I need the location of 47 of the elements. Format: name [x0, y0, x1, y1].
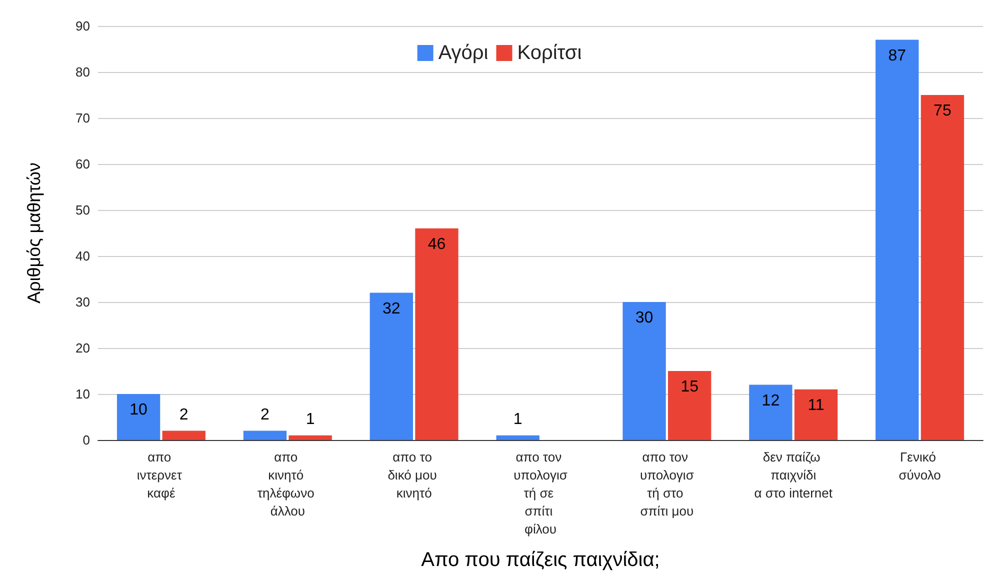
data-label: 30 — [635, 310, 654, 326]
x-tick-label: απο κινητό τηλέφωνο άλλου — [257, 450, 318, 518]
bar — [496, 435, 540, 440]
bar — [415, 228, 458, 440]
bar — [116, 394, 160, 440]
bar — [668, 371, 712, 440]
y-axis-title: Αριθμός μαθητών — [24, 162, 44, 304]
data-label: 2 — [179, 406, 188, 424]
data-label: 12 — [762, 392, 780, 410]
y-tick-label: 70 — [76, 110, 90, 126]
y-tick-label: 30 — [76, 294, 90, 310]
data-label: 11 — [808, 396, 824, 414]
bar — [876, 40, 919, 440]
y-tick-label: 40 — [76, 248, 90, 264]
y-tick-label: 20 — [76, 340, 90, 356]
data-label: 10 — [130, 402, 148, 418]
x-tick-label: απο το δικό μου κινητό — [388, 450, 440, 500]
y-tick-label: 0 — [82, 432, 90, 448]
bar — [920, 95, 964, 440]
x-tick-label: δεν παίζω παιχνίδια στο internet — [754, 450, 833, 500]
x-axis-title: Απο που παίζεις παιχνίδια; — [421, 549, 660, 571]
data-label: 32 — [382, 300, 400, 318]
bar — [622, 302, 666, 440]
x-tick-label: Γενικό σύνολο — [898, 450, 941, 482]
y-tick-label: 50 — [76, 202, 90, 218]
data-label: 15 — [680, 378, 699, 396]
bar — [243, 430, 287, 440]
legend-label: Αγόρι — [438, 42, 488, 64]
data-label: 87 — [888, 47, 906, 64]
bar — [794, 389, 838, 440]
data-label: 46 — [428, 236, 446, 253]
data-label: 1 — [306, 410, 315, 428]
data-label: 1 — [513, 410, 522, 428]
y-tick-label: 10 — [76, 386, 90, 402]
data-label: 2 — [260, 406, 270, 424]
x-tick-label: απο τον υπολογιστή σε σπίτι φίλου — [514, 450, 568, 536]
data-label: 75 — [934, 102, 952, 120]
bar — [749, 384, 792, 440]
y-tick-label: 90 — [76, 18, 90, 34]
x-tick-label: απο τον υπολογιστή στο σπίτι μου — [640, 450, 694, 518]
bar — [288, 435, 332, 440]
legend-label: Κορίτσι — [517, 42, 582, 64]
x-tick-label: απο ιντερνετ καφέ — [136, 450, 186, 500]
y-tick-label: 60 — [76, 156, 90, 172]
bar — [162, 430, 206, 440]
y-tick-label: 80 — [76, 64, 90, 80]
bar — [370, 292, 413, 440]
